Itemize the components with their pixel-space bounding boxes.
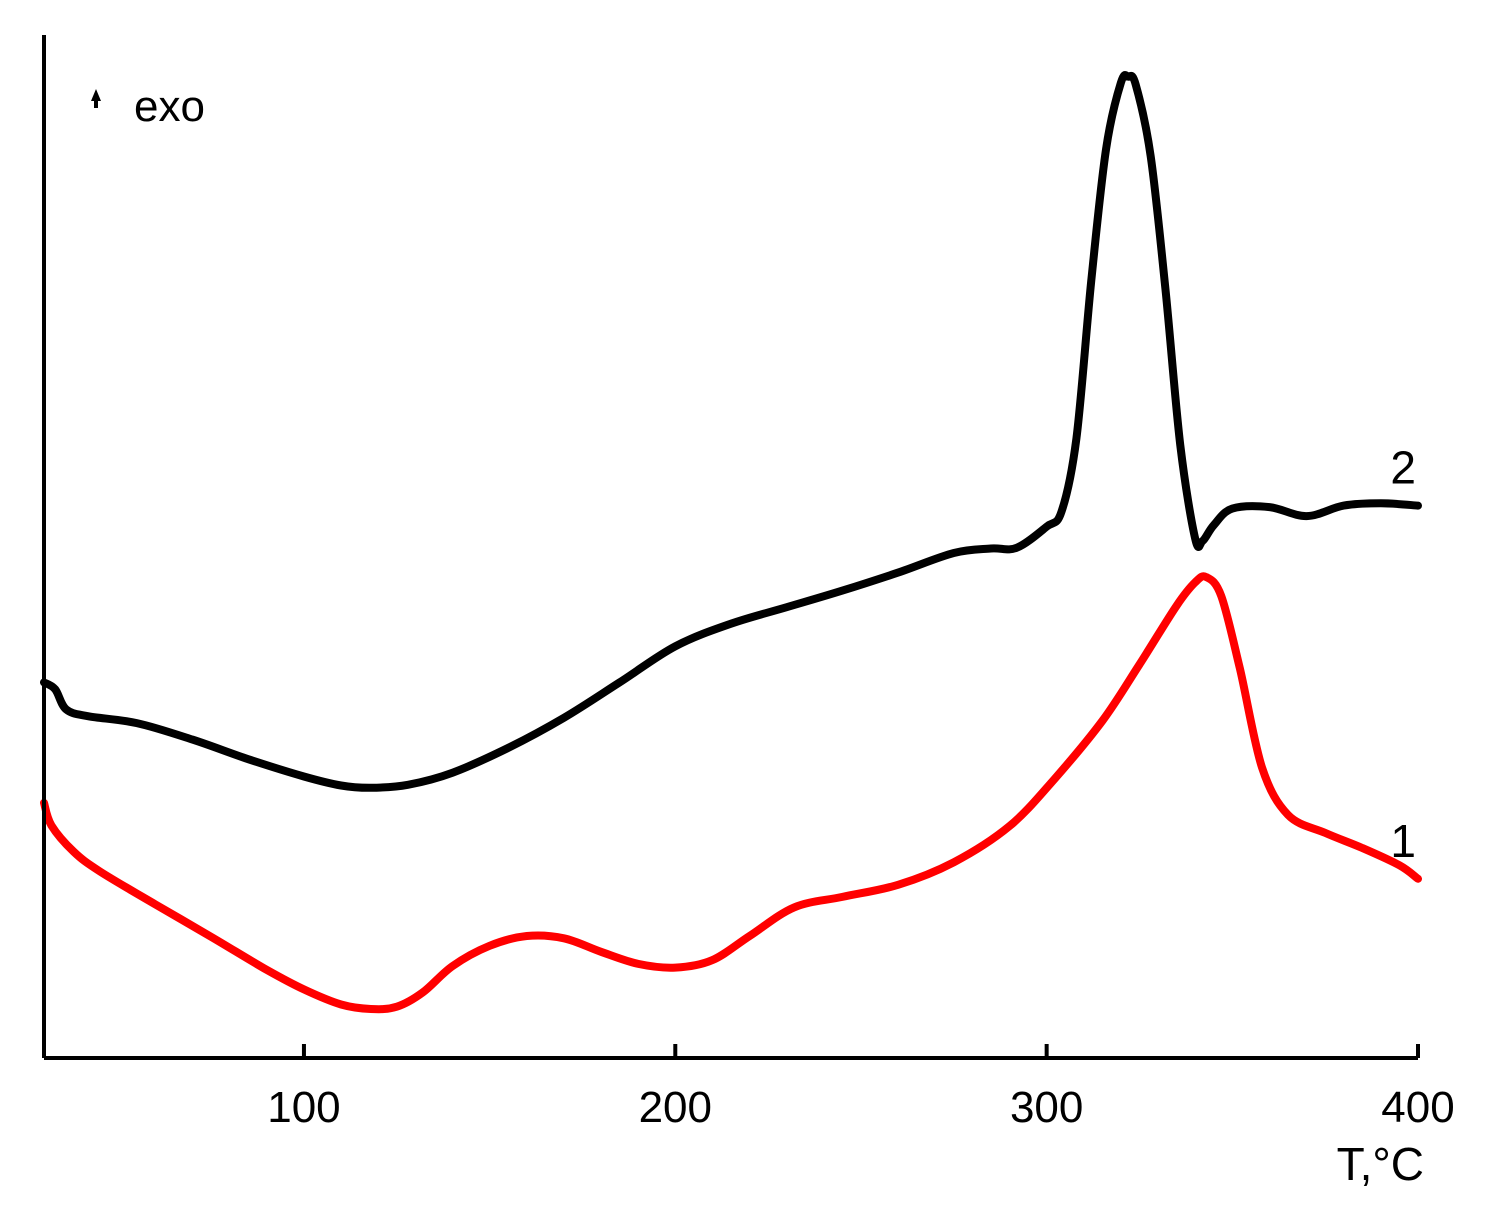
exo-label: exo <box>134 82 205 131</box>
x-tick-label: 100 <box>267 1083 340 1132</box>
x-axis-title: T,°C <box>1337 1138 1424 1190</box>
x-tick-label: 200 <box>639 1083 712 1132</box>
series-label-1: 1 <box>1390 815 1416 867</box>
x-ticks: 100 200 300 400 <box>267 1044 1455 1132</box>
x-tick-label: 300 <box>1010 1083 1083 1132</box>
series-line-1 <box>40 572 1422 1014</box>
exo-arrow-icon <box>91 89 101 108</box>
exo-annotation: exo <box>91 82 205 131</box>
series-labels: 12 <box>1390 442 1416 867</box>
curves-layer <box>40 71 1422 1014</box>
series-label-2: 2 <box>1390 442 1416 494</box>
x-tick-label: 400 <box>1381 1083 1454 1132</box>
series-line-2 <box>40 71 1422 792</box>
